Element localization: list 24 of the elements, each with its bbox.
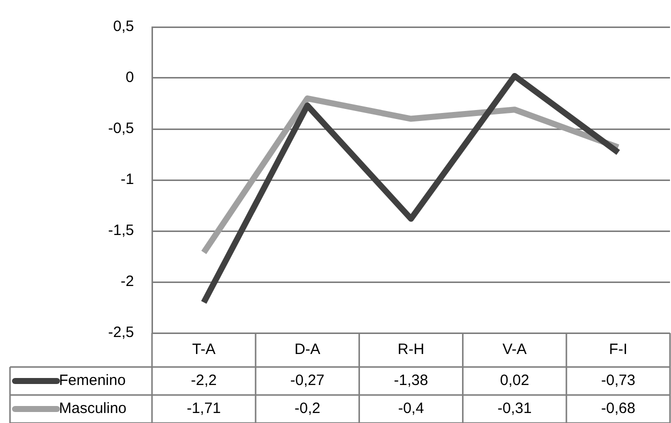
legend-label: Femenino [59,372,126,390]
data-label: -0,73 [601,372,636,390]
y-tick-label: 0 [126,69,134,86]
y-tick-label: -1,5 [108,222,134,240]
data-label: 0,02 [500,372,530,390]
x-tick-label: T-A [192,341,216,358]
y-tick-label: -1 [120,171,134,188]
x-tick-label: R-H [398,341,424,358]
data-label: -0,2 [294,400,320,418]
data-label: -0,31 [498,400,532,418]
data-label: -0,4 [398,400,424,418]
x-tick-label: F-I [609,341,628,358]
y-tick-label: -2 [120,273,134,290]
data-label: -1,38 [394,372,428,390]
x-tick-label: D-A [294,341,320,358]
data-label: -0,27 [290,372,324,390]
x-tick-label: V-A [502,341,527,358]
data-label: -2,2 [190,372,217,390]
y-tick-label: -2,5 [108,324,134,342]
data-label: -0,68 [601,400,636,418]
legend-label: Masculino [59,400,127,418]
data-label: -1,71 [186,400,221,418]
y-tick-label: 0,5 [113,18,134,36]
y-tick-label: -0,5 [108,120,134,138]
